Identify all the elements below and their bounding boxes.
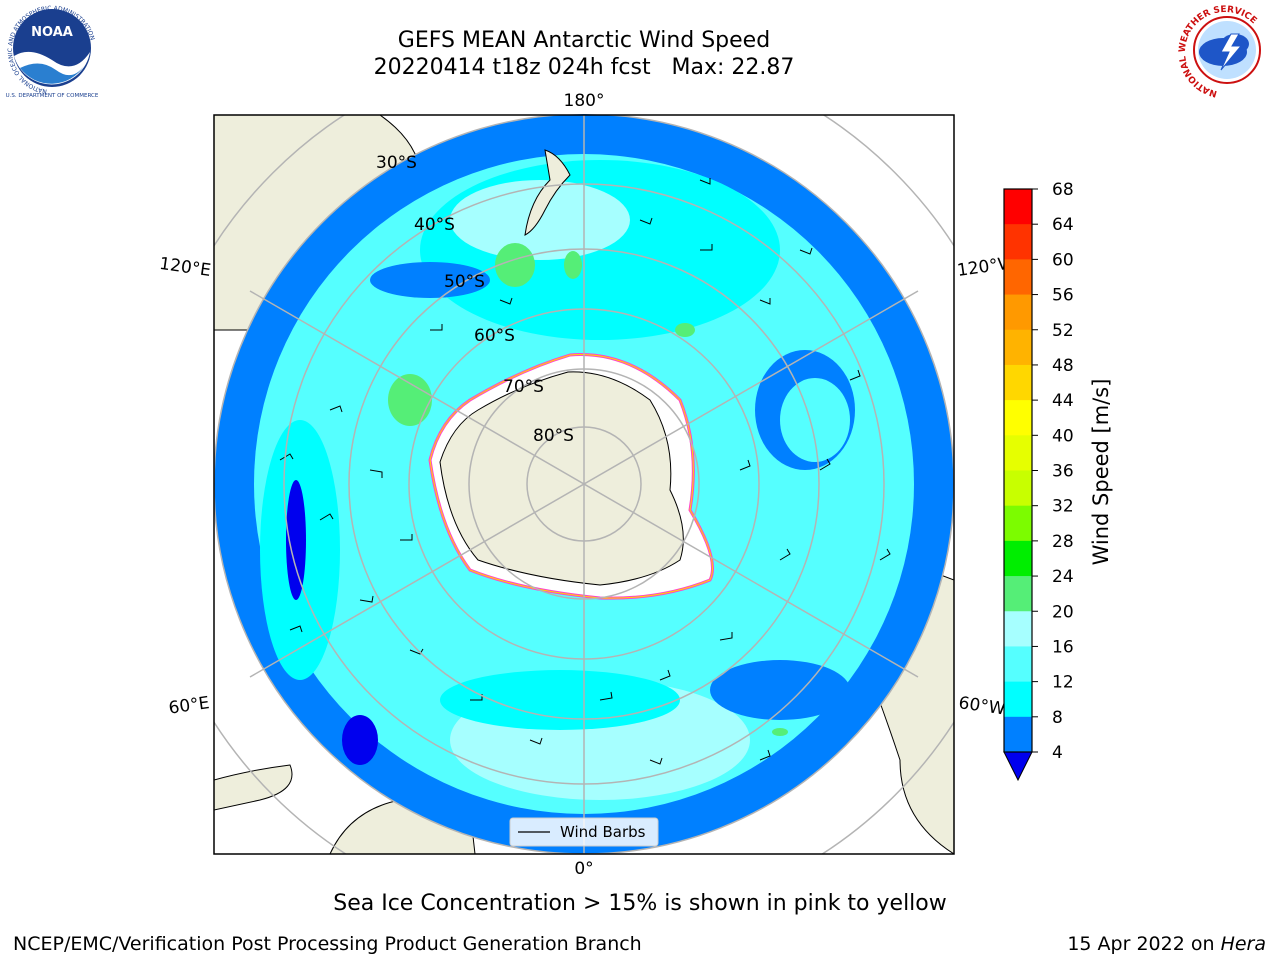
map-legend: Wind Barbs bbox=[509, 817, 659, 847]
legend-label: Wind Barbs bbox=[560, 823, 646, 841]
colorbar-tick-label: 28 bbox=[1052, 532, 1074, 552]
colorbar-tick-label: 36 bbox=[1052, 462, 1074, 482]
colorbar-band bbox=[1004, 716, 1032, 753]
map-frame bbox=[213, 114, 955, 855]
colorbar-tick-label: 56 bbox=[1052, 286, 1074, 306]
colorbar-tick-label: 44 bbox=[1052, 391, 1074, 411]
lat-label-60s: 60°S bbox=[474, 326, 515, 346]
colorbar-band bbox=[1004, 400, 1032, 436]
colorbar-tick-label: 60 bbox=[1052, 250, 1074, 270]
lat-label-30s: 30°S bbox=[376, 153, 417, 173]
footer-date: 15 Apr 2022 on bbox=[1067, 933, 1221, 955]
noaa-logo: NOAA NATIONAL OCEANIC AND ATMOSPHERIC AD… bbox=[2, 0, 102, 99]
lat-label-50s: 50°S bbox=[444, 272, 485, 292]
title-line-2: 20220414 t18z 024h fcst Max: 22.87 bbox=[373, 55, 795, 80]
colorbar-tick-label: 40 bbox=[1052, 426, 1074, 446]
colorbar-tick-label: 12 bbox=[1052, 673, 1074, 693]
colorbar-band bbox=[1004, 435, 1032, 471]
colorbar-band bbox=[1004, 189, 1032, 225]
lon-label-60e: 60°E bbox=[167, 693, 210, 718]
colorbar-band bbox=[1004, 681, 1032, 718]
sea-ice-note: Sea Ice Concentration > 15% is shown in … bbox=[333, 891, 947, 916]
footer-credit: NCEP/EMC/Verification Post Processing Pr… bbox=[13, 933, 642, 955]
colorbar-tick-label: 52 bbox=[1052, 321, 1074, 341]
colorbar-tick-label: 48 bbox=[1052, 356, 1074, 376]
colorbar-tick-label: 64 bbox=[1052, 215, 1074, 235]
nws-logo: NATIONAL WEATHER SERVICE bbox=[1178, 2, 1275, 98]
graticule bbox=[214, 115, 954, 854]
colorbar-band bbox=[1004, 646, 1032, 683]
madagascar-landmass bbox=[214, 764, 293, 811]
new-zealand-landmass bbox=[524, 149, 571, 236]
colorbar-tick-label: 8 bbox=[1052, 708, 1063, 728]
colorbar-band bbox=[1004, 540, 1032, 577]
colorbar-tick-label: 20 bbox=[1052, 602, 1074, 622]
colorbar-band bbox=[1004, 505, 1032, 542]
footer-timestamp: 15 Apr 2022 on Hera bbox=[1067, 933, 1266, 955]
lon-label-60w: 60°W bbox=[957, 693, 1006, 719]
colorbar-tick-label: 32 bbox=[1052, 497, 1074, 517]
colorbar-band bbox=[1004, 259, 1032, 296]
lat-label-80s: 80°S bbox=[533, 426, 574, 446]
lat-label-70s: 70°S bbox=[503, 377, 544, 397]
colorbar-band bbox=[1004, 470, 1032, 507]
colorbar-tick-label: 4 bbox=[1052, 743, 1063, 763]
colorbar-band bbox=[1004, 576, 1032, 612]
colorbar-band bbox=[1004, 224, 1032, 260]
colorbar-band bbox=[1004, 364, 1032, 401]
colorbar-under-arrow bbox=[1003, 751, 1033, 782]
title-line-1: GEFS MEAN Antarctic Wind Speed bbox=[397, 28, 771, 53]
colorbar-label: Wind Speed [m/s] bbox=[1089, 379, 1113, 566]
lon-label-0: 0° bbox=[574, 859, 593, 879]
colorbar-tick-label: 68 bbox=[1052, 180, 1074, 200]
chart-title: GEFS MEAN Antarctic Wind Speed 20220414 … bbox=[284, 27, 884, 81]
lat-label-40s: 40°S bbox=[414, 215, 455, 235]
footer-host: Hera bbox=[1220, 933, 1266, 955]
colorbar-band bbox=[1004, 294, 1032, 331]
sea-ice-inner-edge bbox=[429, 354, 713, 599]
lon-label-120e: 120°E bbox=[158, 254, 212, 281]
noaa-logo-name: NOAA bbox=[31, 25, 73, 40]
colorbar-tick-label: 24 bbox=[1052, 567, 1074, 587]
colorbar: 68 64 60 56 52 48 44 40 36 32 28 24 20 16 12 8 4 Wind Sp… bbox=[1003, 180, 1113, 782]
lon-label-180: 180° bbox=[564, 91, 605, 111]
colorbar-band bbox=[1004, 611, 1032, 647]
colorbar-tick-label: 16 bbox=[1052, 637, 1074, 657]
colorbar-band bbox=[1004, 329, 1032, 366]
wind-barbs bbox=[279, 178, 891, 765]
noaa-bottom-text: U.S. DEPARTMENT OF COMMERCE bbox=[6, 93, 99, 99]
